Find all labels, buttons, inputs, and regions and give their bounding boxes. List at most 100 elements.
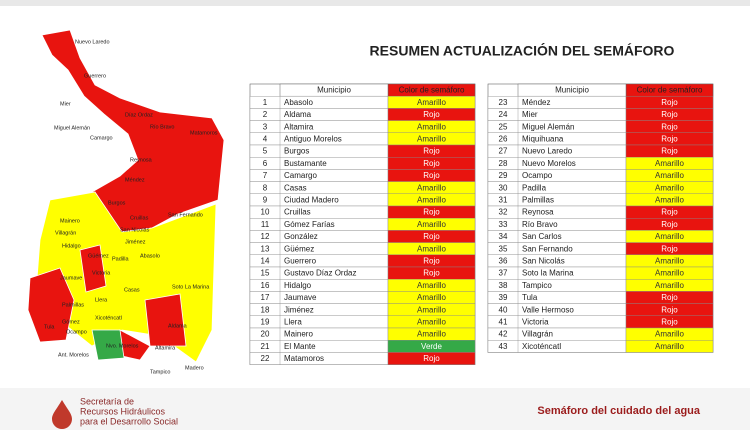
- row-cell: [249, 205, 389, 219]
- row-cell: [487, 315, 627, 329]
- municipio: Nuevo Morelos: [522, 159, 576, 168]
- municipio: Méndez: [522, 98, 550, 107]
- row-number: 34: [499, 232, 508, 241]
- municipio: Mier: [522, 110, 538, 119]
- row-number: 9: [263, 196, 268, 205]
- row-cell: [249, 242, 389, 256]
- status: Amarillo: [417, 318, 446, 327]
- status: Rojo: [423, 159, 440, 168]
- map-region: [27, 267, 75, 343]
- row-cell: [249, 327, 389, 341]
- municipio: Río Bravo: [522, 220, 558, 229]
- row-number: 23: [499, 98, 508, 107]
- row-cell: [249, 279, 389, 292]
- row-number: 36: [499, 257, 508, 266]
- row-cell: [487, 169, 627, 182]
- municipio: Aldama: [284, 110, 312, 119]
- row-cell: [487, 205, 627, 219]
- map-label: Güémez: [88, 253, 109, 259]
- status: Amarillo: [417, 196, 446, 205]
- row-cell: [249, 181, 389, 195]
- municipio: Nuevo Laredo: [522, 147, 573, 156]
- municipio: Ocampo: [522, 171, 553, 180]
- row-number: 18: [261, 305, 270, 314]
- status: Amarillo: [655, 269, 684, 278]
- status: Amarillo: [655, 342, 684, 351]
- status: Amarillo: [417, 305, 446, 314]
- row-number: 41: [499, 318, 508, 327]
- status: Amarillo: [655, 159, 684, 168]
- row-cell: [487, 327, 627, 341]
- map-label: Abasolo: [140, 253, 160, 259]
- municipio: Abasolo: [284, 98, 313, 107]
- map-label: Madero: [185, 365, 204, 371]
- status: Rojo: [661, 135, 678, 144]
- map-label: Tampico: [150, 369, 170, 375]
- status: Rojo: [423, 354, 440, 363]
- municipio: Villagrán: [522, 330, 553, 339]
- status: Amarillo: [417, 135, 446, 144]
- row-number: 21: [261, 342, 270, 351]
- municipio: Xicoténcatl: [522, 342, 561, 351]
- row-cell: [249, 120, 389, 133]
- map-label: Villagrán: [55, 230, 76, 236]
- status: Rojo: [661, 293, 678, 302]
- row-number: 8: [263, 183, 268, 192]
- map-label: Tula: [44, 324, 55, 330]
- map-label: San Fernando: [168, 212, 203, 218]
- map-label: Jiménez: [125, 239, 146, 245]
- municipio: Tula: [522, 293, 538, 302]
- row-number: 16: [261, 281, 270, 290]
- municipio: Antiguo Morelos: [284, 135, 342, 144]
- status: Rojo: [423, 208, 440, 217]
- map-label: Río Bravo: [150, 124, 174, 130]
- status: Amarillo: [417, 244, 446, 253]
- row-cell: [487, 108, 627, 121]
- municipio: Jaumave: [284, 293, 317, 302]
- map-label: Soto La Marina: [172, 284, 210, 290]
- map-label: Padilla: [112, 256, 129, 262]
- municipio: Gómez Farías: [284, 220, 335, 229]
- map-label: Méndez: [125, 177, 145, 183]
- row-cell: [249, 291, 389, 304]
- row-number: 42: [499, 330, 508, 339]
- status: Rojo: [423, 110, 440, 119]
- tagline: Semáforo del cuidado del agua: [537, 405, 700, 417]
- map-region: [79, 244, 107, 293]
- row-number: 13: [261, 244, 270, 253]
- status: Rojo: [423, 171, 440, 180]
- municipio: Llera: [284, 318, 302, 327]
- map-label: Gómez: [62, 319, 80, 325]
- municipio: Bustamante: [284, 159, 327, 168]
- column-header: Municipio: [317, 86, 351, 95]
- status: Amarillo: [655, 232, 684, 241]
- map-label: Ocampo: [66, 329, 87, 335]
- municipio: Padilla: [522, 183, 547, 192]
- municipio: Mainero: [284, 330, 313, 339]
- row-cell: [249, 254, 389, 268]
- municipio: Hidalgo: [284, 281, 312, 290]
- row-cell: [249, 144, 389, 158]
- municipio: Tampico: [522, 281, 552, 290]
- status: Amarillo: [417, 122, 446, 131]
- municipio: Gustavo Díaz Ordaz: [284, 269, 356, 278]
- row-number: 4: [263, 135, 268, 144]
- status: Rojo: [661, 305, 678, 314]
- row-number: 43: [499, 342, 508, 351]
- map-label: San Nicolás: [120, 227, 150, 233]
- map-label: Reynosa: [130, 157, 153, 163]
- municipio: Burgos: [284, 147, 309, 156]
- municipio: Palmillas: [522, 196, 554, 205]
- row-cell: [249, 230, 389, 243]
- map-label: Victoria: [92, 270, 111, 276]
- municipio: San Carlos: [522, 232, 562, 241]
- municipio: San Nicolás: [522, 257, 565, 266]
- map-label: Camargo: [90, 135, 113, 141]
- status: Amarillo: [655, 183, 684, 192]
- row-number: 37: [499, 269, 508, 278]
- status: Amarillo: [417, 293, 446, 302]
- org-name: para el Desarrollo Social: [80, 416, 178, 426]
- municipio: Valle Hermoso: [522, 305, 574, 314]
- row-number: 27: [499, 147, 508, 156]
